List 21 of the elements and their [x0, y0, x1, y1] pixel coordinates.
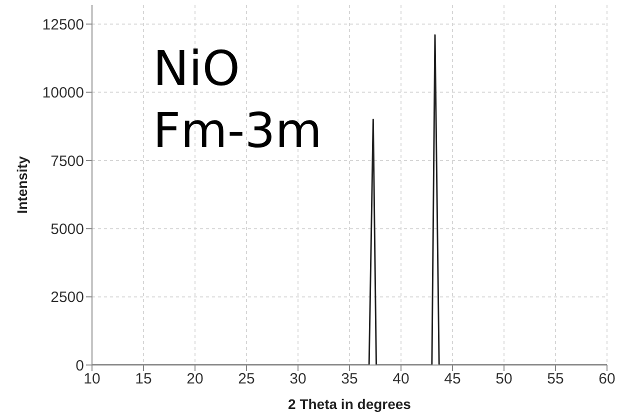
x-tick-label: 15: [135, 370, 152, 388]
x-tick-label: 55: [547, 370, 564, 388]
y-tick-label: 12500: [42, 16, 84, 34]
x-tick-label: 20: [186, 370, 204, 388]
x-tick-label: 25: [238, 370, 255, 388]
x-tick-label: 45: [444, 370, 461, 388]
x-tick-label: 60: [598, 370, 616, 388]
annotation: Fm-3m: [153, 102, 322, 161]
x-tick-label: 50: [496, 370, 512, 388]
x-tick-label: 40: [392, 370, 410, 388]
x-tick-label: 35: [341, 370, 358, 388]
y-axis-title: Intensity: [14, 156, 30, 214]
y-tick-label: 10000: [42, 84, 84, 102]
y-tick-label: 5000: [50, 220, 84, 238]
y-tick-label: 7500: [50, 152, 84, 170]
annotation: NiO: [153, 40, 242, 99]
x-tick-label: 10: [84, 370, 100, 388]
y-tick-label: 2500: [50, 289, 84, 306]
y-tick-label: 0: [76, 357, 84, 374]
x-axis-title: 2 Theta in degrees: [288, 396, 412, 412]
x-tick-label: 30: [290, 370, 306, 388]
